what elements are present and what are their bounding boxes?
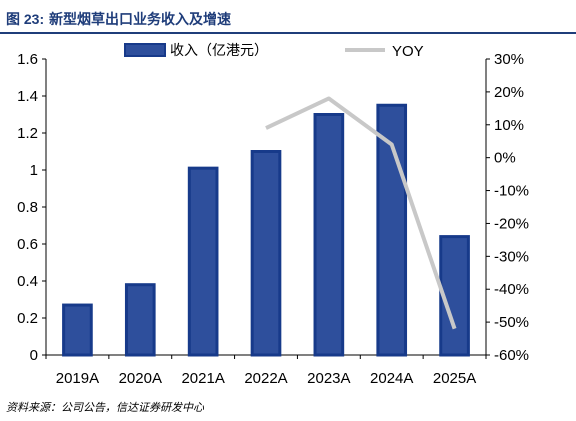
right-tick-label: -20% <box>494 215 529 232</box>
x-tick-label: 2021A <box>181 370 224 387</box>
left-tick-label: 0.6 <box>17 236 38 253</box>
bar <box>124 283 156 357</box>
left-tick-label: 0.2 <box>17 310 38 327</box>
bar <box>187 166 219 357</box>
left-tick-label: 0 <box>30 347 38 364</box>
x-tick-label: 2024A <box>370 370 413 387</box>
yoy-line <box>265 96 457 330</box>
legend-line-label: YOY <box>392 43 424 60</box>
figure-title: 图 23: 新型烟草出口业务收入及增速 <box>6 9 231 29</box>
bar-series <box>62 103 470 357</box>
bar <box>62 303 93 357</box>
right-tick-label: 0% <box>494 150 516 167</box>
right-tick-label: -60% <box>494 347 529 364</box>
x-tick-label: 2019A <box>56 370 99 387</box>
x-tick-label: 2020A <box>119 370 162 387</box>
figure-label: 图 23: <box>6 11 45 27</box>
right-tick-label: 20% <box>494 84 524 101</box>
right-tick-label: 10% <box>494 117 524 134</box>
left-tick-label: 1.6 <box>17 51 38 68</box>
figure-title-text: 新型烟草出口业务收入及增速 <box>49 12 231 28</box>
left-tick-label: 1.4 <box>17 88 38 105</box>
right-tick-label: -10% <box>494 183 529 200</box>
legend-bar-label: 收入（亿港元） <box>170 42 268 58</box>
legend-bar-swatch <box>124 43 166 57</box>
left-tick-label: 0.4 <box>17 273 38 290</box>
x-tick-label: 2025A <box>433 370 476 387</box>
left-tick-label: 1.2 <box>17 125 38 142</box>
left-tick-label: 0.8 <box>17 199 38 216</box>
yoy-line-series <box>265 96 457 330</box>
right-tick-label: -30% <box>494 248 529 265</box>
right-tick-label: -40% <box>494 281 529 298</box>
x-tick-label: 2023A <box>307 370 350 387</box>
source-note: 资料来源：公司公告，信达证券研发中心 <box>6 401 204 414</box>
x-tick-label: 2022A <box>244 370 287 387</box>
bar <box>313 113 345 357</box>
left-tick-label: 1 <box>30 162 38 179</box>
title-divider <box>0 32 576 34</box>
right-tick-label: 30% <box>494 51 524 68</box>
legend: 收入（亿港元） YOY <box>124 42 424 60</box>
bar <box>250 150 282 357</box>
axes: 0 0.2 0.4 0.6 0.8 1 1.2 1.4 1.6 -60% -50% -40% -30% -… <box>17 51 529 387</box>
combo-chart: 收入（亿港元） YOY 0 0.2 0.4 0.6 0.8 1 1.2 1.4 1.6 -60% -5… <box>17 42 529 387</box>
right-tick-label: -50% <box>494 314 529 331</box>
